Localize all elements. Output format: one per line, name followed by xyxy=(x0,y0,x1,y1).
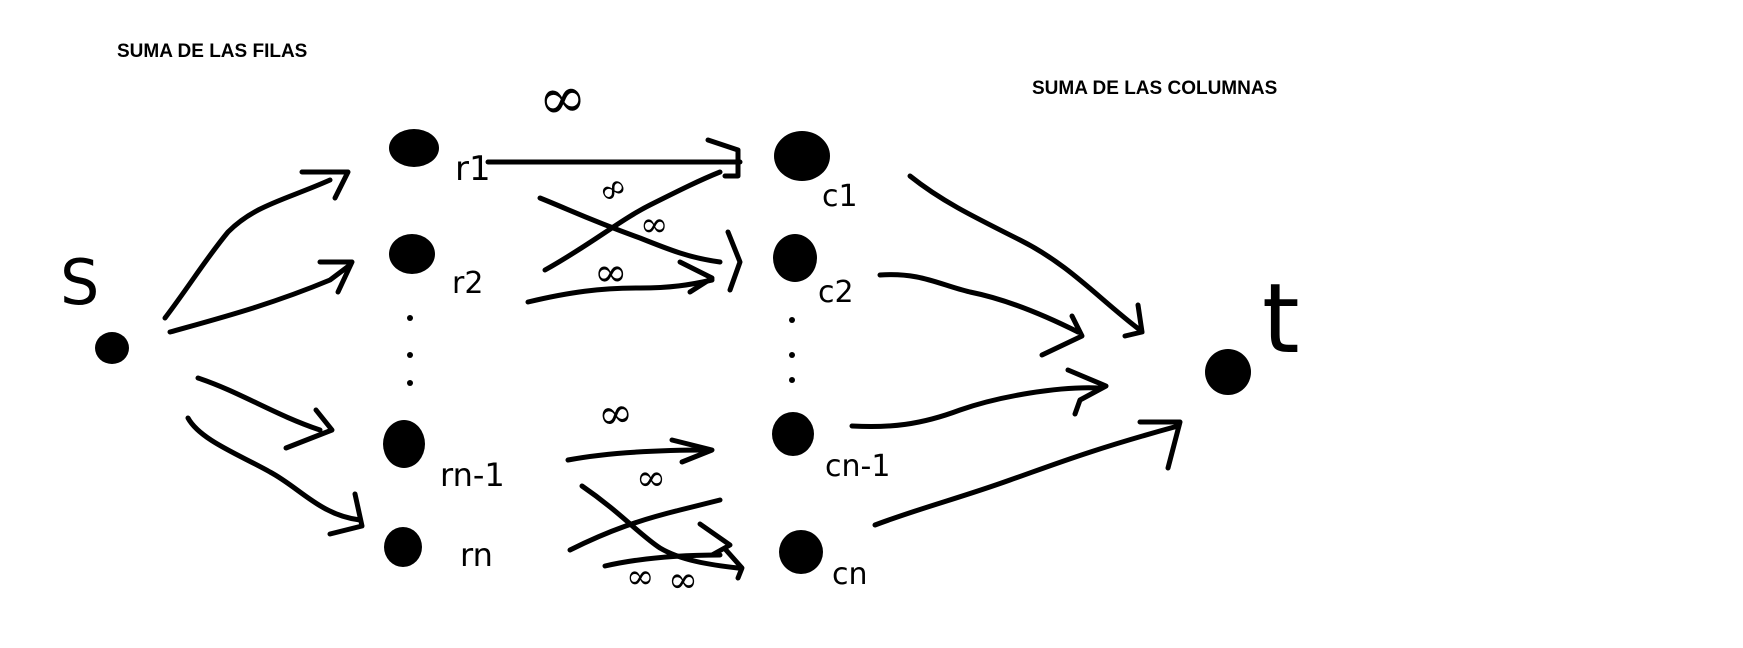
edge-rn-cn xyxy=(602,552,723,569)
row-label-n-1: rn-1 xyxy=(440,456,505,494)
arrowhead-s-r1 xyxy=(299,169,351,201)
col-label-1: c1 xyxy=(822,179,858,214)
sink-label: t xyxy=(1262,263,1300,375)
arrowhead-r1-c1 xyxy=(705,137,741,179)
row-node-2: r2 xyxy=(389,234,483,301)
edge-r2-c1 xyxy=(542,169,723,273)
arrowhead-rn1-cn1 xyxy=(669,437,715,465)
col-label-n: cn xyxy=(832,557,868,592)
row-to-col-edges-bottom xyxy=(565,437,745,581)
col-node-n: cn xyxy=(779,530,868,592)
cap-r2-c1: ∞ xyxy=(640,205,668,245)
col-label-2: c2 xyxy=(818,275,854,310)
cap-r2-c2: ∞ xyxy=(594,250,627,296)
row-label-n: rn xyxy=(460,536,493,574)
arrowhead-c2-t xyxy=(1039,313,1085,358)
arrowhead-rn-cn xyxy=(697,521,733,558)
sink-node: t xyxy=(1205,263,1300,395)
edge-s-rn xyxy=(185,415,363,523)
edge-r1-c2 xyxy=(537,195,723,265)
row-ellipsis xyxy=(407,315,413,386)
edge-cn-t xyxy=(872,423,1181,528)
arrowhead-cn1-t xyxy=(1065,367,1109,417)
row-label-2: r2 xyxy=(452,266,483,301)
rows-sum-heading: SUMA DE LAS FILAS xyxy=(117,41,307,62)
arrowhead-cn-t xyxy=(1137,419,1183,471)
edge-r2-c2 xyxy=(525,277,715,305)
col-node-n-1: cn-1 xyxy=(772,412,890,484)
col-node-1: c1 xyxy=(774,131,858,214)
row-node-1: r1 xyxy=(389,129,491,189)
cap-rn-cn1: ∞ xyxy=(626,557,654,597)
row-node-n: rn xyxy=(384,527,493,574)
arrowhead-c1-t xyxy=(1122,302,1145,339)
row-label-1: r1 xyxy=(455,149,491,189)
row-node-n-1: rn-1 xyxy=(383,420,505,494)
col-node-2: c2 xyxy=(773,234,854,310)
source-to-row-edges xyxy=(162,169,365,537)
cap-rn1-cn: ∞ xyxy=(636,458,666,499)
edge-rn1-cn xyxy=(579,483,741,571)
arrowhead-rn1-cn xyxy=(723,547,745,581)
edge-rn1-cn1 xyxy=(565,447,713,463)
cap-rn-cn: ∞ xyxy=(668,560,698,601)
edge-c2-t xyxy=(877,272,1081,335)
arrowhead-r1-c2 xyxy=(725,229,743,293)
source-dot xyxy=(95,332,129,364)
cap-rn1-cn1: ∞ xyxy=(595,387,636,440)
edge-s-r2 xyxy=(167,262,353,335)
sink-dot xyxy=(1205,349,1251,395)
source-node: S xyxy=(60,246,129,364)
edge-s-rn-1 xyxy=(195,375,323,433)
row-to-col-edges-top xyxy=(485,137,743,305)
edge-rn-cn1 xyxy=(567,497,723,553)
arrowhead-s-rn-1 xyxy=(283,407,335,451)
col-label-n-1: cn-1 xyxy=(825,449,890,484)
edge-cn1-t xyxy=(849,385,1103,430)
capacity-labels: ∞ ∞ ∞ ∞ ∞ ∞ ∞ ∞ xyxy=(535,62,698,601)
cap-r1-c1: ∞ xyxy=(535,62,589,134)
edge-c1-t xyxy=(907,173,1143,333)
source-label: S xyxy=(60,246,99,319)
col-ellipsis xyxy=(789,317,795,383)
edge-s-r1 xyxy=(162,177,333,321)
cols-sum-heading: SUMA DE LAS COLUMNAS xyxy=(1032,78,1277,99)
arrowhead-s-rn xyxy=(327,491,365,537)
arrowhead-s-r2 xyxy=(317,259,355,295)
arrowhead-r2-c2 xyxy=(677,259,715,295)
col-to-sink-edges xyxy=(849,173,1183,528)
cap-r1-c2-upper: ∞ xyxy=(591,165,636,214)
